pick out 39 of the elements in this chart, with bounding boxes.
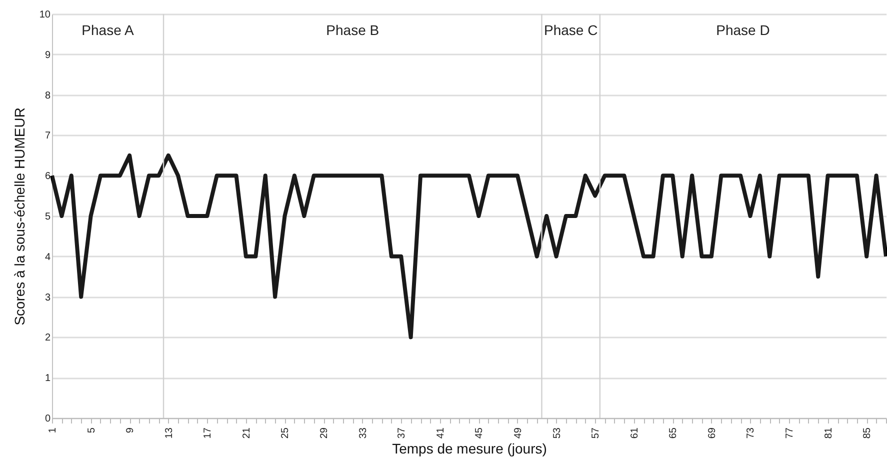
x-tick-label: 37	[396, 427, 408, 439]
x-tick-label: 73	[746, 427, 757, 439]
line-series	[50, 153, 887, 340]
x-tick-label: 81	[823, 427, 834, 439]
y-tick-label: 2	[44, 332, 51, 344]
band-label: Phase A	[82, 22, 134, 38]
x-tick-label: 9	[125, 427, 136, 434]
x-tick-label: 21	[241, 427, 252, 439]
x-tick-label: 45	[474, 427, 486, 439]
x-tick-label: 77	[784, 427, 796, 439]
x-tick-label: 61	[629, 427, 640, 439]
y-tick-label: 5	[44, 212, 51, 222]
x-tick-label: 29	[319, 427, 330, 439]
band-label: Phase B	[326, 22, 380, 38]
y-tick-label: 6	[44, 171, 51, 182]
x-tick-label: 57	[590, 427, 602, 439]
y-axis-title: Scores à la sous-échelle HUMEUR	[11, 108, 28, 326]
y-tick-label: 8	[44, 90, 51, 102]
y-tick-label: 10	[39, 10, 51, 20]
y-tick-label: 3	[44, 292, 51, 304]
x-tick-label: 53	[552, 427, 563, 439]
y-tick-label: 7	[44, 130, 51, 142]
x-tick-label: 25	[280, 427, 292, 439]
x-tick-label: 13	[164, 427, 175, 439]
x-tick-label: 85	[862, 427, 874, 439]
x-tick-label: 5	[86, 427, 98, 434]
x-tick-label: 17	[202, 427, 214, 439]
y-tick-label: 4	[44, 252, 51, 263]
y-tick-label: 1	[44, 373, 51, 384]
y-tick-label: 0	[44, 414, 51, 424]
band-label: Phase D	[716, 22, 770, 38]
x-tick-label: 69	[706, 427, 718, 439]
band-label: Phase C	[544, 22, 598, 38]
x-tick-label: 33	[358, 427, 369, 439]
x-tick-label: 41	[435, 427, 446, 439]
x-tick-label: 49	[512, 427, 524, 439]
y-tick-label: 9	[44, 50, 51, 61]
x-axis-title: Temps de mesure (jours)	[392, 440, 547, 457]
x-tick-label: 65	[668, 427, 680, 439]
